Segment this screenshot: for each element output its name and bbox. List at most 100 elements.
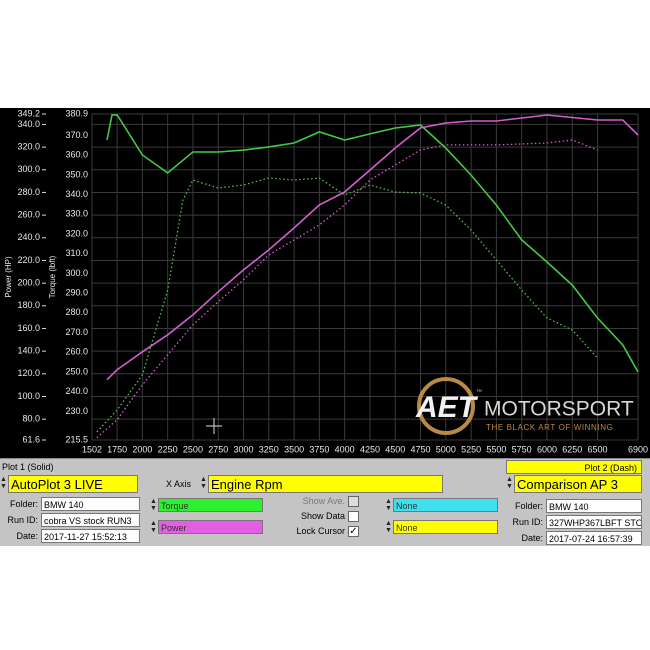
x-axis-field[interactable]: Engine Rpm [208,475,443,493]
run-field[interactable]: 327WHP367LBFT STOCI [546,515,642,529]
run-label: Run ID: [512,517,543,527]
y-tick-label: 300.0 [17,164,40,174]
y-tick-label: 340.0 [17,119,40,129]
y2-tick-label: 290.0 [65,288,88,298]
y-tick-label: 200.0 [17,277,40,287]
y2-tick-label: 310.0 [65,248,88,258]
spinner[interactable]: ▲ ▼ [385,498,392,512]
x-tick-label: 1750 [107,444,127,454]
y2-tick-label: 380.9 [65,108,88,118]
spinner[interactable]: ▲ ▼ [150,520,157,534]
x-tick-label: 4750 [411,444,431,454]
folder-field[interactable]: BMW 140 [41,497,140,511]
chart: AET ™ MOTORSPORT THE BLACK ART OF WINNIN… [0,108,650,458]
x-tick-label: 5250 [461,444,481,454]
date-label: Date: [16,531,38,541]
y2-tick-label: 240.0 [65,386,88,396]
y-tick-label: 349.2 [17,108,40,118]
y-tick-label: 120.0 [17,368,40,378]
folder-label: Folder: [9,499,38,509]
x-tick-label: 4250 [360,444,380,454]
grid [91,113,639,441]
x-tick-label: 4000 [335,444,355,454]
y2-tick-label: 370.0 [65,130,88,140]
x-tick-label: 3000 [234,444,254,454]
cursor [206,418,222,434]
run-label: Run ID: [7,515,38,525]
y-tick-label: 100.0 [17,391,40,401]
channel-power[interactable]: Power [158,520,263,534]
y2-tick-label: 360.0 [65,150,88,160]
x-axis-label: X Axis [166,479,192,489]
y-tick-label: 260.0 [17,209,40,219]
logo-tagline: THE BLACK ART OF WINNING [486,423,613,432]
y-tick-label: 320.0 [17,141,40,151]
y2-tick-label: 320.0 [65,228,88,238]
checkbox[interactable] [348,511,359,522]
series-line [106,113,639,373]
y2-tick-label: 350.0 [65,169,88,179]
x-tick-label: 2500 [183,444,203,454]
x-tick-label: 3500 [284,444,304,454]
y2-tick-label: 270.0 [65,327,88,337]
option-label: Show Ave. [302,496,345,506]
x-tick-label: 2000 [132,444,152,454]
y2-tick-label: 300.0 [65,268,88,278]
x-tick-label: 6900 [628,444,648,454]
plot1-source[interactable]: AutoPlot 3 LIVE [8,475,138,493]
spinner[interactable]: ▲ ▼ [0,476,7,490]
run-field[interactable]: cobra VS stock RUN3 [41,513,140,527]
plot2-title: Plot 2 (Dash) [506,460,642,474]
x-tick-label: 3250 [259,444,279,454]
y2-tick-label: 260.0 [65,347,88,357]
option-label: Lock Cursor [296,526,345,536]
y-tick-label: 280.0 [17,187,40,197]
logo-mark: AET [415,391,479,424]
y-tick-label: 140.0 [17,346,40,356]
x-tick-label: 5750 [512,444,532,454]
date-label: Date: [521,533,543,543]
y2-tick-label: 230.0 [65,406,88,416]
checkbox[interactable]: ✓ [348,526,359,537]
y-tick-label: 160.0 [17,323,40,333]
option-label: Show Data [300,511,345,521]
logo-ring [417,377,475,435]
y2-tick-label: 250.0 [65,366,88,376]
x-tick-label: 3750 [309,444,329,454]
y-tick-label: 240.0 [17,232,40,242]
spinner[interactable]: ▲ ▼ [385,520,392,534]
y2-tick-label: 215.5 [65,434,88,444]
x-tick-label: 5500 [486,444,506,454]
date-field: 2017-11-27 15:52:13 [41,529,140,543]
logo-tm: ™ [476,389,482,396]
y-tick-label: 80.0 [22,414,40,424]
y2-axis-label: Torque (lbft) [48,255,57,298]
plot1-title: Plot 1 (Solid) [2,462,54,472]
channel-none[interactable]: None [393,520,498,534]
series-line [106,114,639,381]
control-panel: Plot 1 (Solid) Plot 2 (Dash) ▲ ▼ AutoPlot… [0,458,650,546]
channel-none[interactable]: None [393,498,498,512]
x-tick-label: 4500 [385,444,405,454]
x-tick-label: 1502 [82,444,102,454]
x-tick-label: 6250 [562,444,582,454]
series-line [96,139,598,439]
x-tick-label: 5000 [436,444,456,454]
y-tick-label: 180.0 [17,300,40,310]
spinner[interactable]: ▲ ▼ [150,498,157,512]
x-tick-label: 2250 [158,444,178,454]
spinner[interactable]: ▲ ▼ [200,476,207,490]
x-tick-label: 2750 [208,444,228,454]
y2-tick-label: 280.0 [65,307,88,317]
y-tick-label: 61.6 [22,434,40,444]
checkbox[interactable] [348,496,359,507]
channel-torque[interactable]: Torque [158,498,263,512]
y2-tick-label: 340.0 [65,189,88,199]
y-tick-label: 220.0 [17,255,40,265]
spinner[interactable]: ▲ ▼ [506,476,513,490]
y-axis-label: Power (HP) [4,256,13,298]
folder-label: Folder: [514,501,543,511]
plot2-source[interactable]: Comparison AP 3 [514,475,642,493]
folder-field[interactable]: BMW 140 [546,499,642,513]
